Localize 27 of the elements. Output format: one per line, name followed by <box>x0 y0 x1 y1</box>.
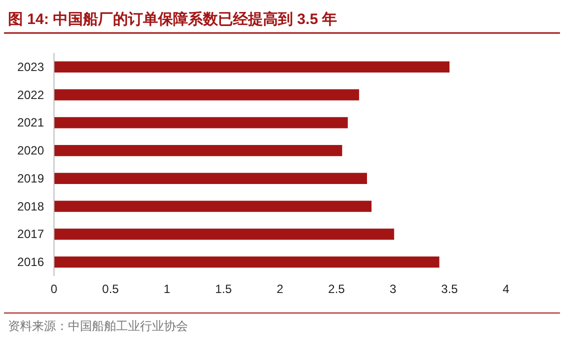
bar <box>54 172 368 184</box>
chart-title: 图 14: 中国船厂的订单保障系数已经提高到 3.5 年 <box>8 10 338 28</box>
x-tick-label: 1.5 <box>215 282 232 296</box>
x-tick-label: 0.5 <box>102 282 120 296</box>
bar <box>54 200 372 212</box>
x-tick-label: 3.5 <box>441 282 458 296</box>
bar <box>54 117 348 128</box>
y-tick-label: 2020 <box>17 144 44 158</box>
bar <box>54 144 342 156</box>
bar <box>54 61 450 73</box>
bar <box>54 256 440 268</box>
x-tick-label: 4 <box>502 282 510 296</box>
y-tick-label: 2022 <box>17 88 44 102</box>
y-tick-label: 2016 <box>17 255 44 270</box>
x-tick-label: 3 <box>390 282 397 296</box>
y-tick-label: 2021 <box>17 116 44 130</box>
x-tick-label: 2 <box>276 282 284 296</box>
y-tick-label: 2023 <box>17 60 44 74</box>
bar <box>54 228 394 240</box>
x-tick-label: 2.5 <box>328 282 346 296</box>
y-tick-label: 2018 <box>17 199 44 214</box>
y-tick-label: 2017 <box>17 227 44 242</box>
y-tick-label: 2019 <box>17 171 44 186</box>
x-tick-label: 1 <box>164 282 171 296</box>
x-tick-label: 0 <box>50 282 58 296</box>
bar <box>54 89 360 100</box>
text: 资料来源：中国船舶工业行业协会 <box>8 319 188 333</box>
